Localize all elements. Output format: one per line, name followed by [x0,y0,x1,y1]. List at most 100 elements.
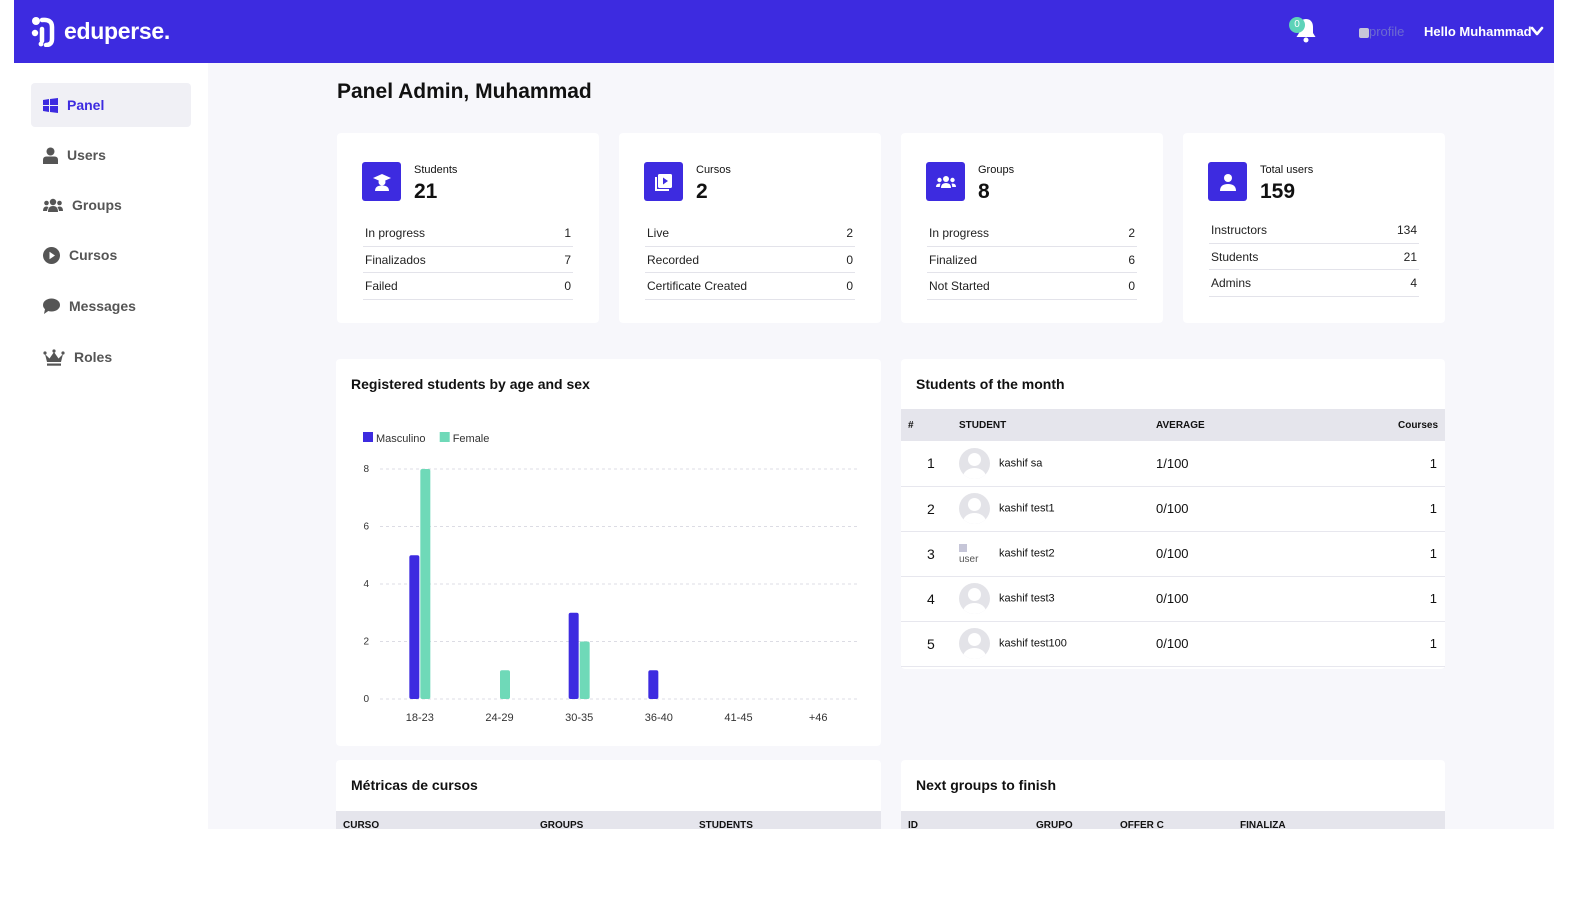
stat-row-value: 0 [564,279,571,294]
broken-image-icon [1359,27,1369,38]
sidebar-item-groups[interactable]: Groups [31,183,191,227]
stat-row: Admins 4 [1209,270,1419,298]
stat-row-label: Recorded [647,252,700,267]
chart-title: Registered students by age and sex [351,376,590,392]
profile-avatar[interactable]: profile [1359,24,1404,39]
student-name: kashif test1 [999,502,1055,515]
average-cell: 0/100 [1156,576,1336,622]
table-row[interactable]: 5 kashif test100 0/100 1 [901,621,1445,667]
student-cell: kashif test1 [959,486,1156,532]
people-icon [926,162,965,201]
stat-label: Total users [1260,164,1314,176]
legend-swatch [363,432,373,442]
table-row[interactable]: 3 user kashif test2 0/100 1 [901,531,1445,577]
rank-cell: 2 [901,486,959,532]
courses-cell: 1 [1336,486,1445,532]
course-metrics-title: Métricas de cursos [351,777,478,793]
course-metrics-panel: Métricas de cursos CURSO GROUPS STUDENTS [336,760,881,829]
stat-row-label: Live [647,225,670,240]
column-header-rank: # [901,409,959,441]
stat-card-total-users: Total users 159 Instructors 134 Students 2… [1183,133,1445,323]
stat-row-value: 134 [1396,222,1417,237]
brand-name: eduperse. [64,17,170,44]
sidebar-item-cursos[interactable]: Cursos [31,233,191,277]
average-cell: 0/100 [1156,486,1336,532]
sidebar-item-users[interactable]: Users [31,133,191,177]
stat-row-value: 2 [846,225,853,240]
y-tick-label: 4 [363,579,369,590]
stat-value: 8 [978,180,990,203]
stat-row: Finalized 6 [927,247,1137,274]
avatar [959,583,990,614]
student-name: kashif sa [999,457,1043,470]
y-tick-label: 6 [363,522,369,533]
average-cell: 1/100 [1156,441,1336,487]
x-tick-label: 36-40 [645,712,673,724]
student-name: kashif test2 [999,547,1055,560]
page-title: Panel Admin, Muhammad [337,80,592,103]
brand-logo[interactable]: eduperse. [30,14,170,48]
stat-row-label: Admins [1211,276,1252,291]
next-groups-title: Next groups to finish [916,777,1056,793]
table-row[interactable]: 2 kashif test1 0/100 1 [901,486,1445,532]
stat-row: Recorded 0 [645,247,855,274]
sidebar-item-messages[interactable]: Messages [31,284,191,328]
table-header-row: # STUDENT AVERAGE Courses [901,409,1445,441]
sidebar-item-panel[interactable]: Panel [31,83,191,127]
stat-value: 159 [1260,180,1296,203]
column-header-groups: GROUPS [540,820,584,829]
stat-row: Students 21 [1209,244,1419,271]
user-greeting[interactable]: Hello Muhammad [1424,24,1532,39]
courses-cell: 1 [1336,576,1445,622]
avatar [959,628,990,659]
bar-masculino [568,612,579,699]
legend-label: Female [453,433,490,445]
sidebar-item-label: Users [67,147,106,163]
rank-cell: 5 [901,621,959,667]
column-header-average: AVERAGE [1156,409,1336,441]
video-library-icon [644,162,683,201]
sidebar-item-roles[interactable]: Roles [31,335,191,379]
windows-icon [43,97,58,113]
column-header-students: STUDENTS [699,820,753,829]
stat-row: Instructors 134 [1209,217,1419,244]
crown-icon [43,348,65,366]
stat-row: Certificate Created 0 [645,273,855,301]
stat-card-students: Students 21 In progress 1 Finalizados 7 Fa… [337,133,599,323]
y-tick-label: 2 [363,637,369,648]
table-row[interactable]: 1 kashif sa 1/100 1 [901,441,1445,487]
stat-row: Failed 0 [363,273,573,301]
stat-row: Not Started 0 [927,273,1137,301]
stat-row: Live 2 [645,220,855,247]
chevron-down-icon[interactable] [1530,26,1544,37]
stat-card-cursos: Cursos 2 Live 2 Recorded 0 Certificate Cre… [619,133,881,323]
stat-row-value: 7 [564,252,571,267]
stat-value: 21 [414,180,438,203]
stat-row-value: 21 [1403,249,1417,264]
broken-avatar-image: user [959,538,990,569]
rank-cell: 1 [901,441,959,487]
stat-row-value: 0 [846,279,853,294]
chat-bubble-icon [43,298,60,314]
stat-row-value: 0 [846,252,853,267]
stat-row-label: Students [1211,249,1259,264]
bar-masculino [648,670,659,699]
stat-row-label: Finalized [929,252,978,267]
stat-breakdown: Instructors 134 Students 21 Admins 4 [1209,217,1419,298]
eduperse-logo-icon [31,17,55,47]
y-tick-label: 8 [363,464,369,475]
student-name: kashif test100 [999,637,1067,650]
column-header-curso: CURSO [343,820,380,829]
student-cell: kashif test3 [959,576,1156,622]
bar-female [420,469,431,699]
students-of-month-table: # STUDENT AVERAGE Courses 1 kashif sa 1/… [901,409,1445,667]
table-row[interactable]: 4 kashif test3 0/100 1 [901,576,1445,622]
student-name: kashif test3 [999,592,1055,605]
courses-cell: 1 [1336,531,1445,577]
rank-cell: 4 [901,576,959,622]
stat-row-value: 0 [1128,279,1135,294]
column-header-finaliza: FINALIZA [1240,820,1286,829]
sidebar-item-label: Cursos [69,247,118,263]
chart-panel: Registered students by age and sex 0 2 4 6 8… [336,359,881,746]
top-navbar: eduperse. 0 profile Hello Muhammad [14,0,1554,63]
